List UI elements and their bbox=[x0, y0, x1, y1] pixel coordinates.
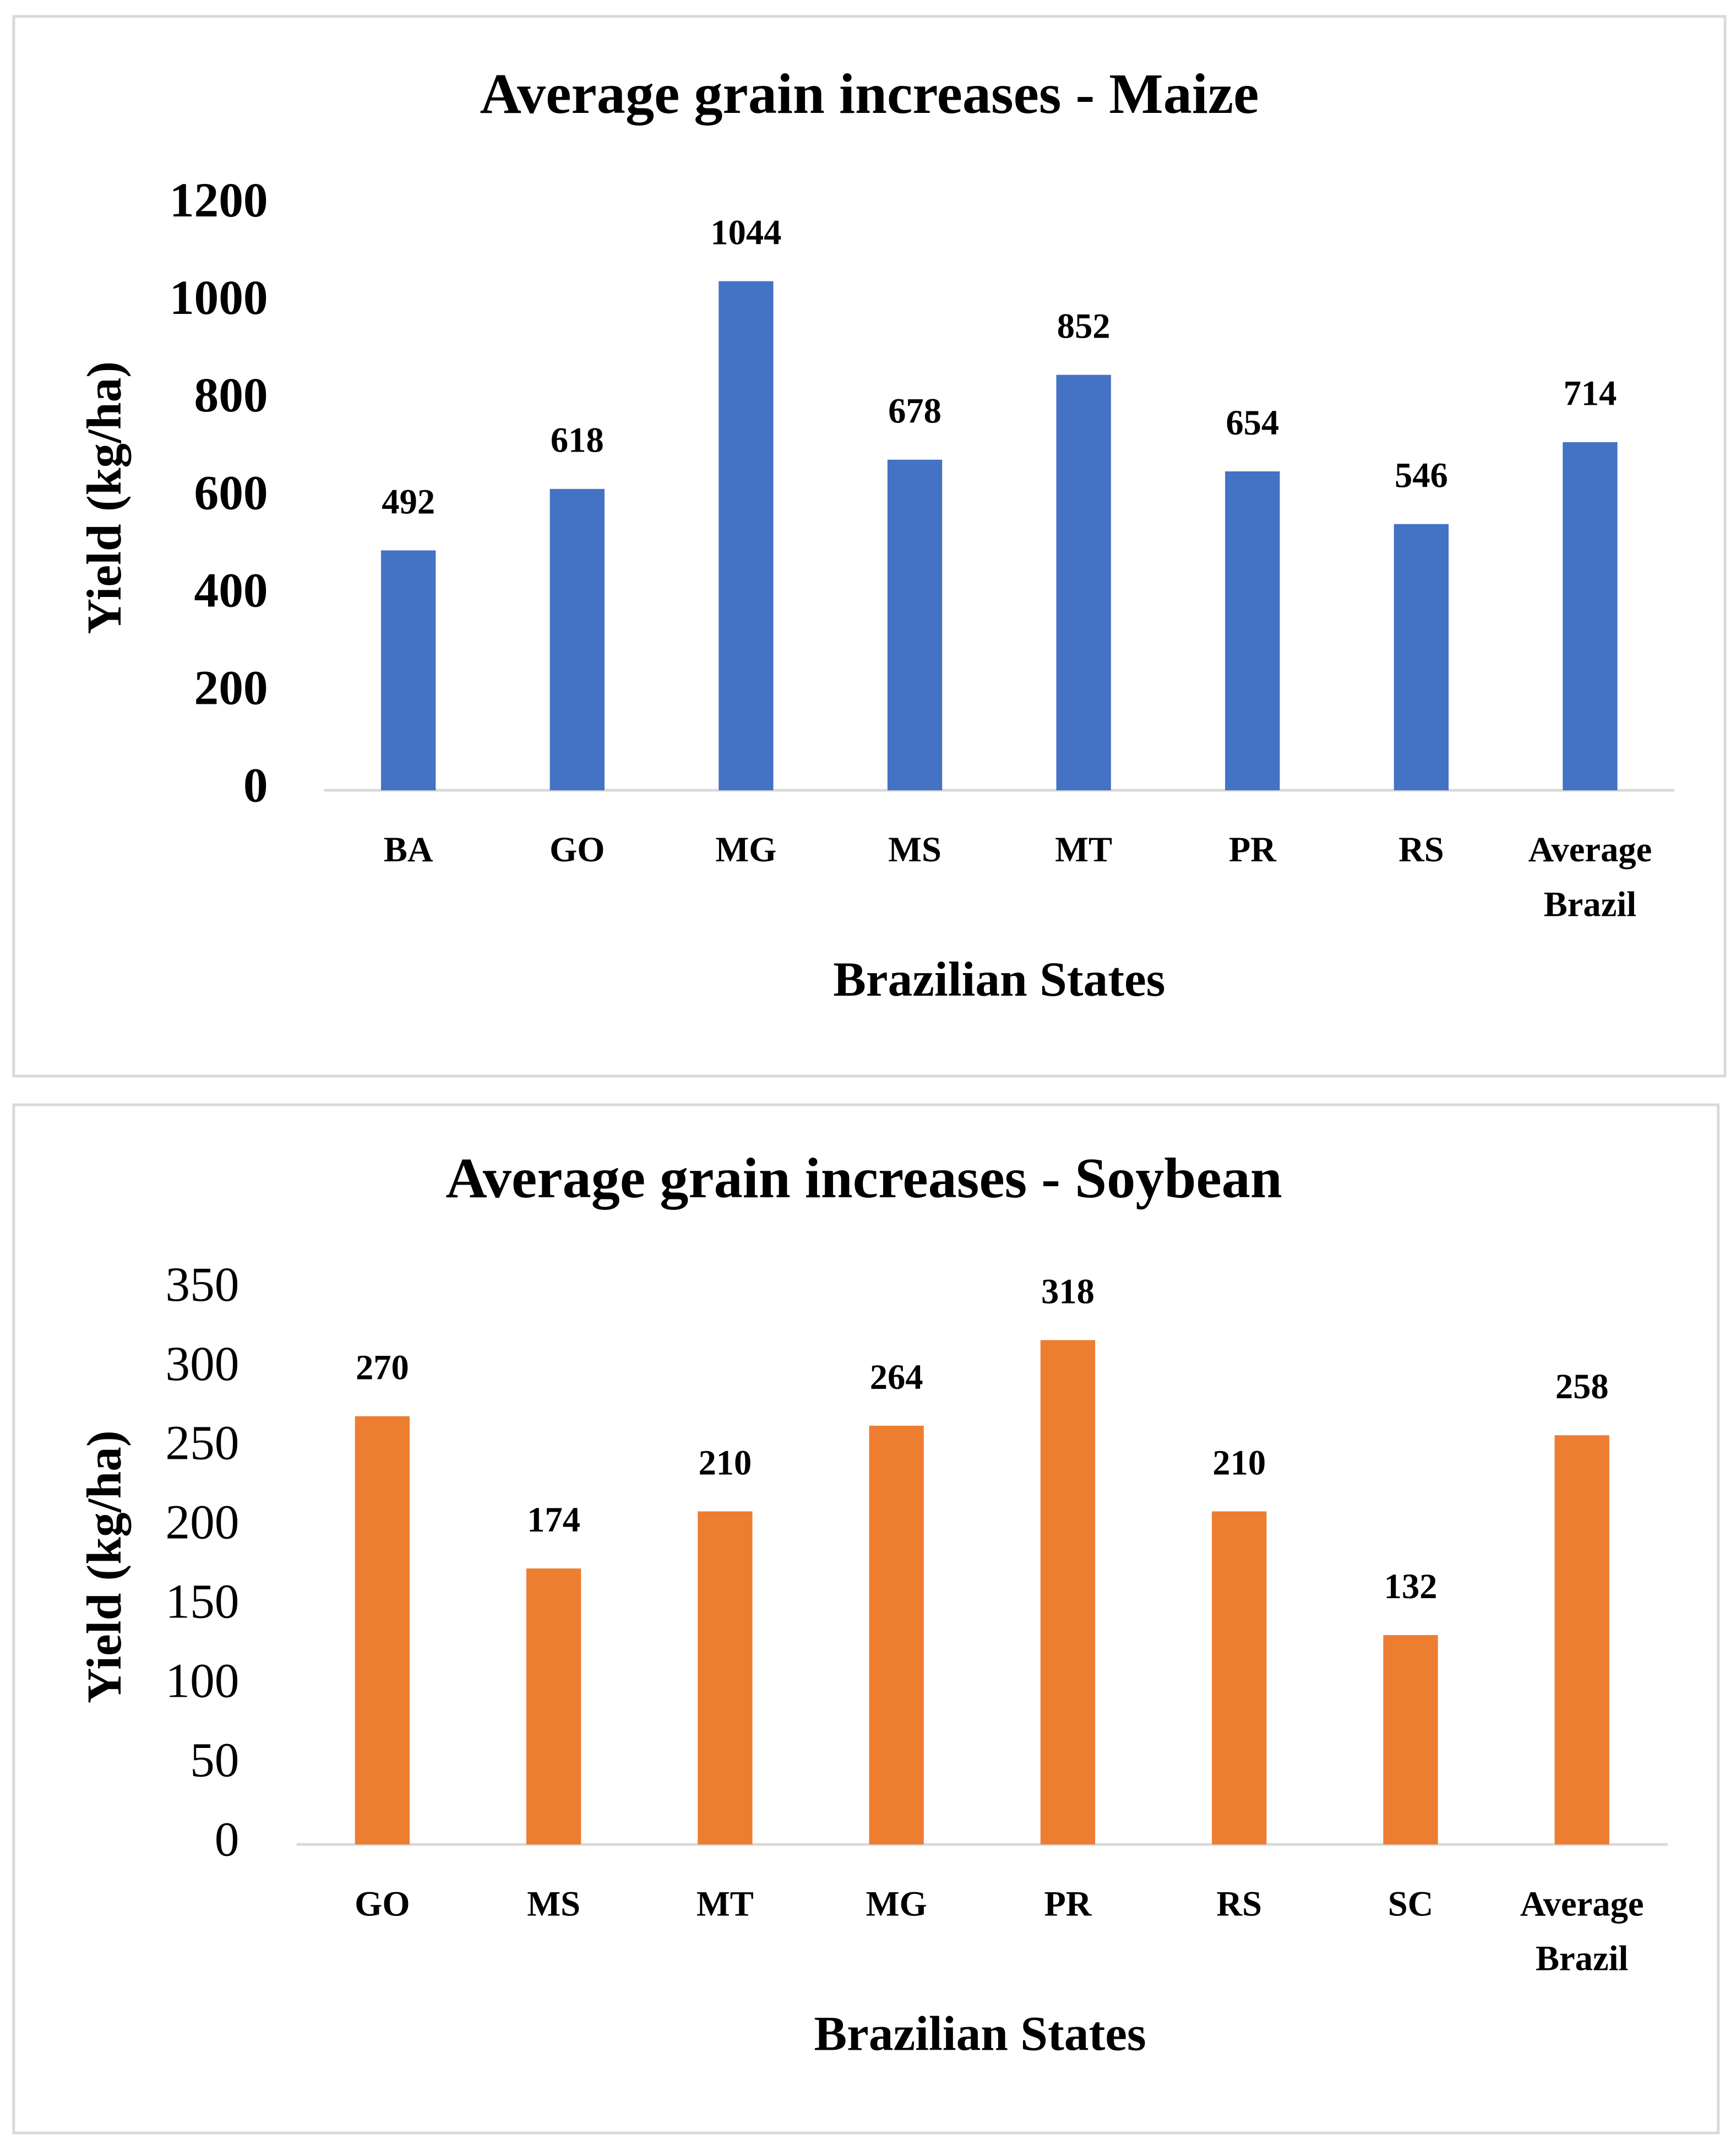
x-tick-label-box: MS bbox=[888, 830, 942, 870]
y-tick-label: 100 bbox=[165, 1654, 239, 1708]
y-tick-label: 150 bbox=[165, 1574, 239, 1629]
value-label: 654 bbox=[1226, 403, 1279, 442]
x-tick-label-box: GO bbox=[549, 830, 605, 870]
x-tick-label: BA bbox=[383, 830, 433, 870]
value-label: 270 bbox=[356, 1348, 409, 1387]
y-tick-label: 1200 bbox=[170, 173, 268, 227]
value-label: 618 bbox=[551, 420, 604, 460]
y-axis-title: Yield (kg/ha) bbox=[77, 1430, 132, 1703]
value-label: 174 bbox=[527, 1500, 580, 1539]
x-tick-label-box: GO bbox=[355, 1884, 410, 1924]
panel-border bbox=[12, 15, 1727, 1078]
x-axis-title: Brazilian States bbox=[833, 952, 1165, 1007]
value-label: 714 bbox=[1564, 373, 1617, 413]
x-tick-label: RS bbox=[1398, 830, 1444, 870]
x-tick-label: MG bbox=[715, 830, 777, 870]
bar bbox=[355, 1416, 410, 1845]
bar bbox=[1554, 1435, 1609, 1845]
x-tick-label: PR bbox=[1044, 1884, 1092, 1924]
bar bbox=[1212, 1511, 1267, 1845]
value-label: 132 bbox=[1384, 1566, 1438, 1606]
y-tick-label: 200 bbox=[194, 660, 268, 715]
bar bbox=[698, 1511, 753, 1845]
bar bbox=[381, 550, 436, 791]
x-tick-label-box: Average Brazil bbox=[1528, 830, 1652, 925]
value-label: 210 bbox=[1212, 1442, 1266, 1482]
x-tick-label: Average Brazil bbox=[1520, 1884, 1644, 1979]
x-tick-label: GO bbox=[549, 830, 605, 870]
x-tick-label: MT bbox=[696, 1884, 754, 1924]
x-tick-label: GO bbox=[355, 1884, 410, 1924]
value-label: 264 bbox=[870, 1357, 923, 1397]
y-axis-title: Yield (kg/ha) bbox=[77, 361, 132, 634]
bar bbox=[549, 488, 605, 791]
chart-title: Average grain increases - Soybean bbox=[445, 1146, 1282, 1210]
y-tick-label: 350 bbox=[165, 1257, 239, 1312]
x-tick-label: MS bbox=[888, 830, 942, 870]
y-tick-label: 0 bbox=[215, 1812, 240, 1867]
bar bbox=[1040, 1340, 1096, 1845]
bar bbox=[526, 1568, 581, 1845]
value-label: 852 bbox=[1057, 306, 1111, 346]
bar bbox=[887, 459, 943, 791]
value-label: 546 bbox=[1395, 455, 1448, 495]
x-tick-label: MS bbox=[527, 1884, 581, 1924]
x-tick-label-box: PR bbox=[1228, 830, 1276, 870]
bar bbox=[1563, 442, 1618, 791]
x-tick-label: PR bbox=[1228, 830, 1276, 870]
x-tick-label-box: MG bbox=[866, 1884, 927, 1924]
value-label: 258 bbox=[1555, 1366, 1609, 1406]
x-tick-label-box: MT bbox=[696, 1884, 754, 1924]
y-tick-label: 800 bbox=[194, 368, 268, 422]
y-tick-label: 600 bbox=[194, 465, 268, 520]
x-tick-label-box: MG bbox=[715, 830, 777, 870]
chart-title: Average grain increases - Maize bbox=[480, 62, 1259, 126]
value-label: 210 bbox=[699, 1442, 752, 1482]
bar bbox=[1394, 524, 1449, 791]
x-tick-label-box: BA bbox=[383, 830, 433, 870]
x-axis-title: Brazilian States bbox=[814, 2006, 1146, 2061]
bar bbox=[869, 1425, 924, 1845]
x-tick-label: Average Brazil bbox=[1528, 830, 1652, 925]
x-tick-label-box: PR bbox=[1044, 1884, 1092, 1924]
y-tick-label: 300 bbox=[165, 1337, 239, 1391]
x-tick-label: SC bbox=[1387, 1884, 1434, 1924]
x-tick-label-box: RS bbox=[1216, 1884, 1262, 1924]
bar bbox=[1056, 374, 1111, 791]
x-tick-label: RS bbox=[1216, 1884, 1262, 1924]
x-tick-label-box: SC bbox=[1387, 1884, 1434, 1924]
y-tick-label: 400 bbox=[194, 563, 268, 617]
bar bbox=[719, 281, 774, 791]
value-label: 678 bbox=[888, 391, 942, 431]
x-tick-label-box: MT bbox=[1055, 830, 1113, 870]
value-label: 1044 bbox=[710, 213, 781, 252]
y-tick-label: 1000 bbox=[170, 270, 268, 325]
y-tick-label: 250 bbox=[165, 1416, 239, 1470]
panel-border bbox=[12, 1103, 1720, 2135]
y-tick-label: 200 bbox=[165, 1495, 239, 1550]
y-tick-label: 0 bbox=[243, 758, 268, 813]
bar bbox=[1225, 471, 1280, 791]
x-tick-label-box: Average Brazil bbox=[1520, 1884, 1644, 1979]
x-tick-label-box: RS bbox=[1398, 830, 1444, 870]
value-label: 318 bbox=[1041, 1271, 1095, 1311]
bar bbox=[1383, 1635, 1438, 1845]
x-tick-label-box: MS bbox=[527, 1884, 581, 1924]
x-tick-label: MT bbox=[1055, 830, 1113, 870]
value-label: 492 bbox=[382, 481, 435, 521]
x-tick-label: MG bbox=[866, 1884, 927, 1924]
y-tick-label: 50 bbox=[190, 1733, 239, 1788]
